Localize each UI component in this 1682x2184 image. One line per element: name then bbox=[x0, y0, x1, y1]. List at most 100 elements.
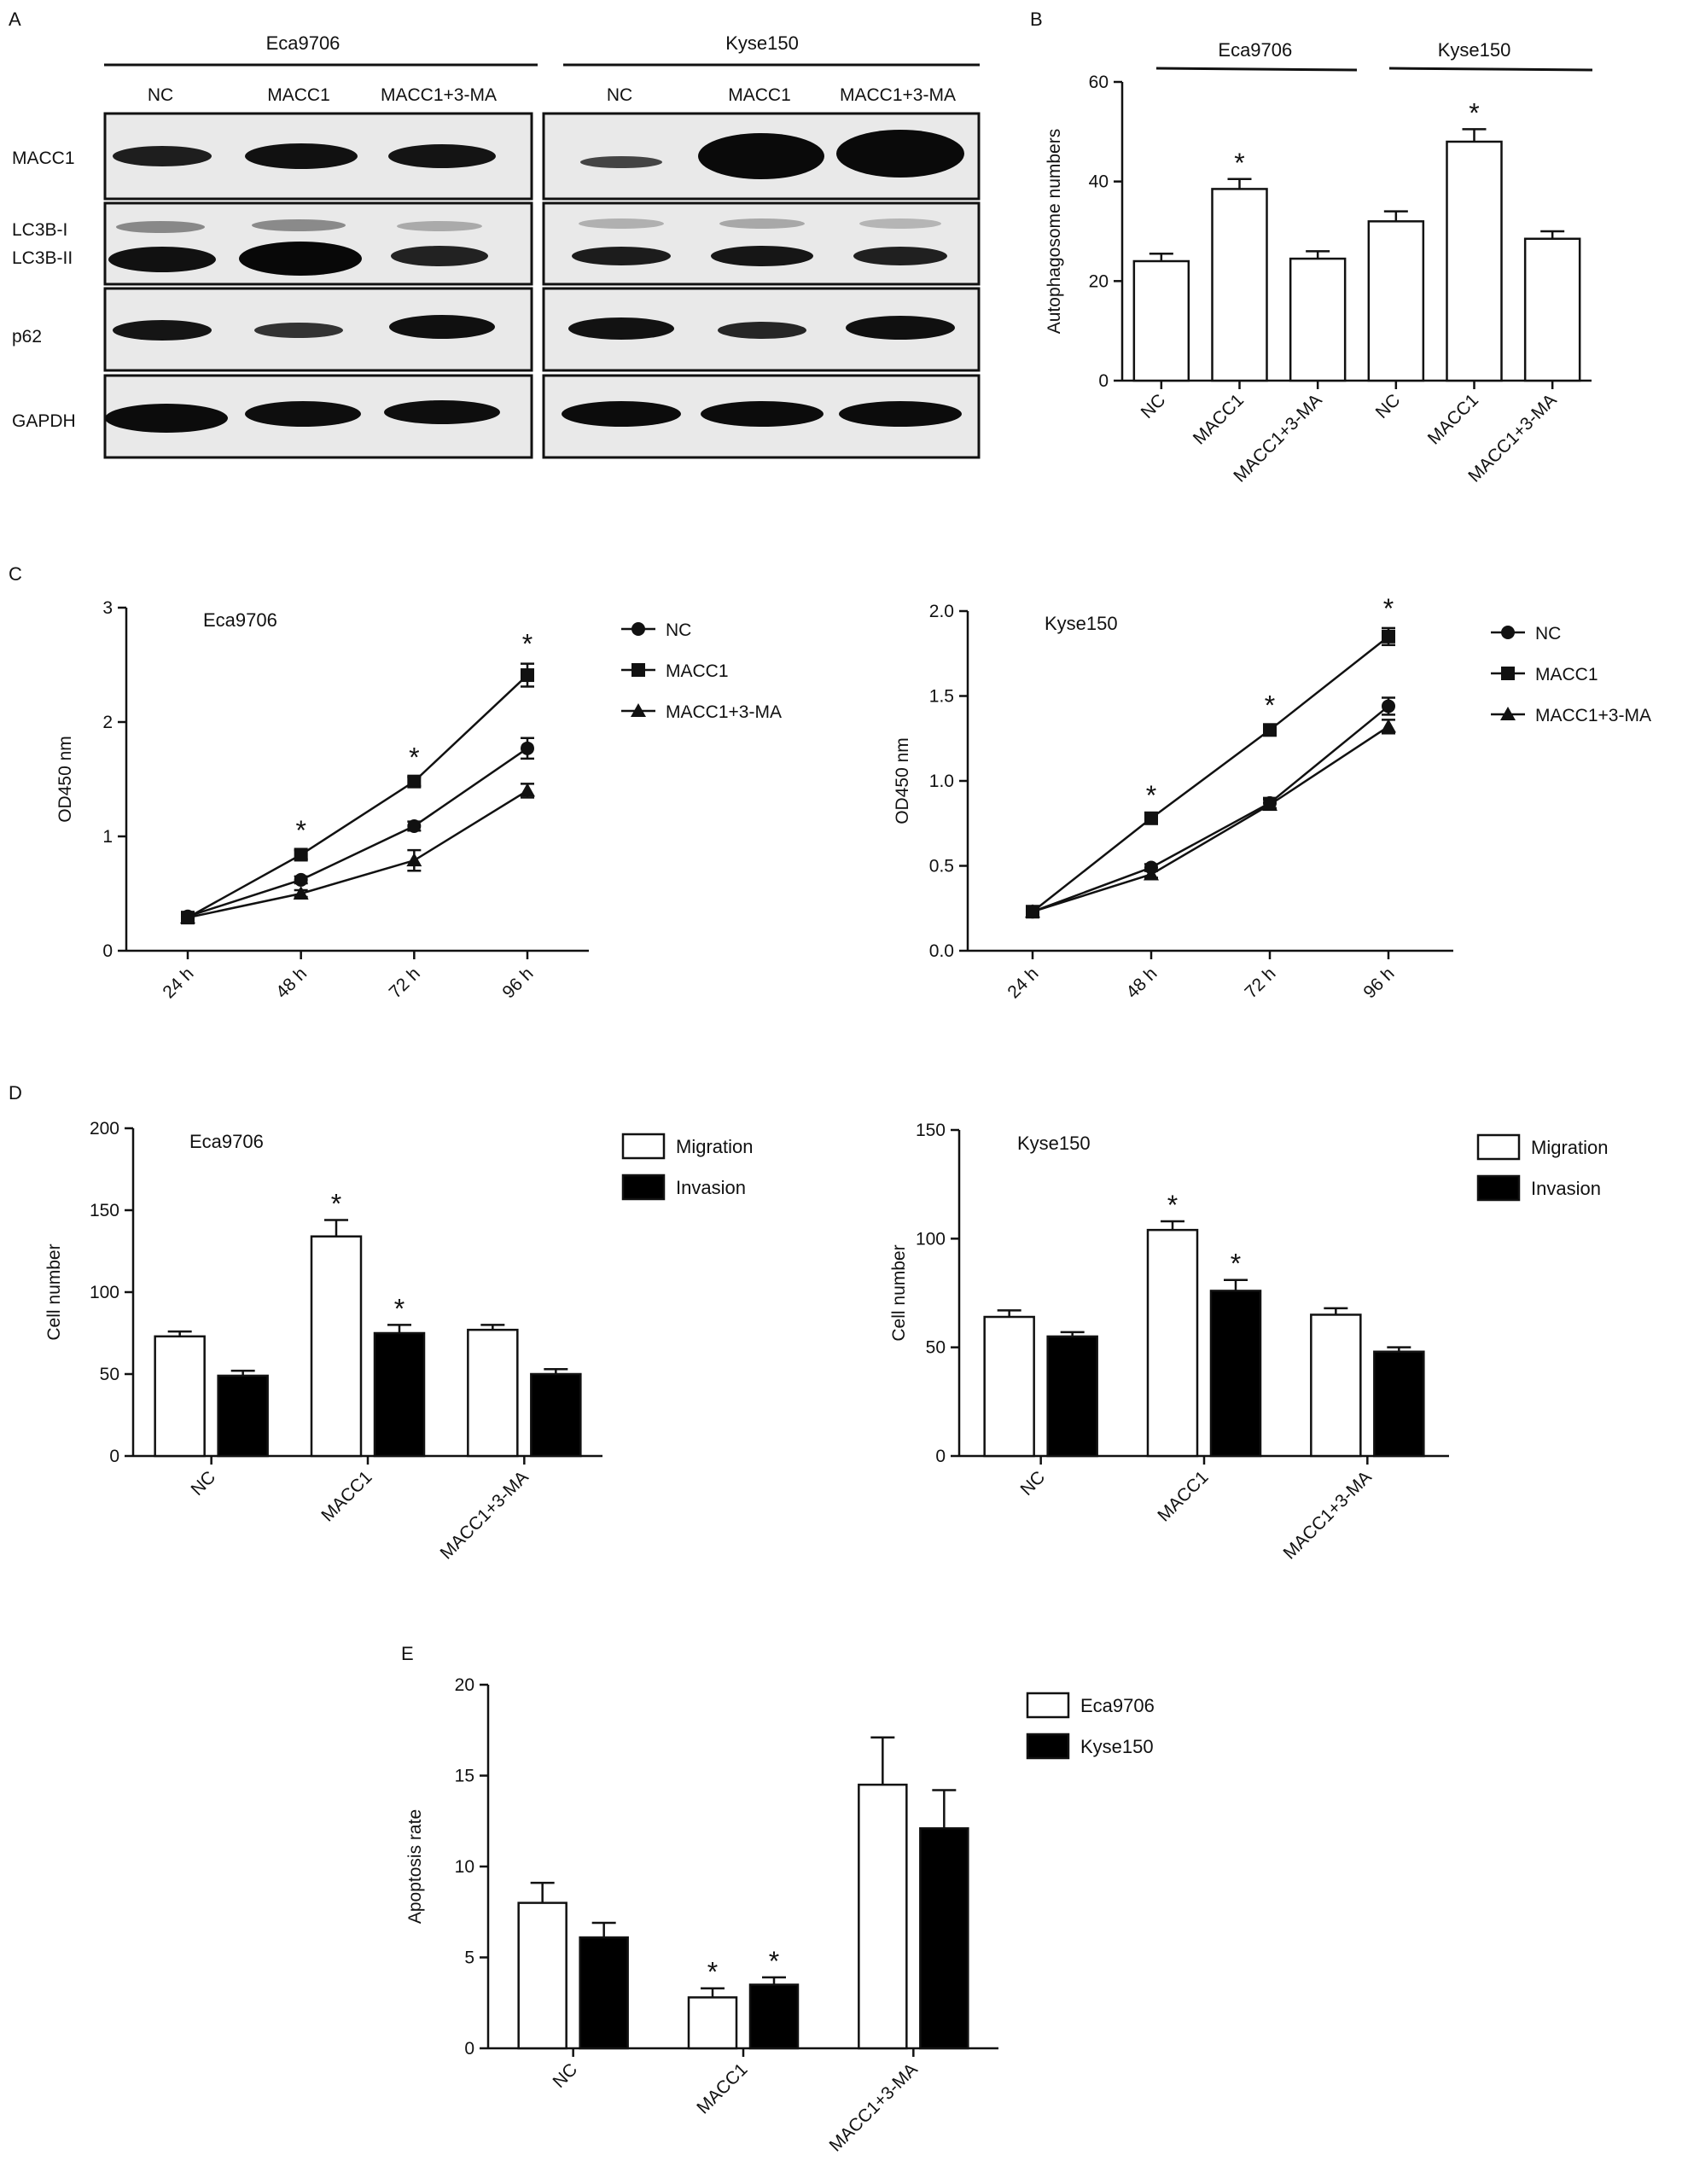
significance-star: * bbox=[1167, 1190, 1178, 1220]
x-tick-label: 24 h bbox=[159, 964, 197, 1002]
bar bbox=[530, 1372, 582, 1458]
y-axis-label: Autophagosome numbers bbox=[1045, 129, 1064, 335]
blot-row-label: p62 bbox=[12, 327, 42, 347]
bar bbox=[217, 1374, 269, 1458]
blot-band bbox=[572, 247, 671, 265]
blot-band bbox=[580, 156, 662, 168]
blot-band bbox=[245, 143, 358, 169]
blot-band bbox=[711, 246, 813, 266]
blot-cellline-label: Eca9706 bbox=[266, 32, 340, 54]
bar bbox=[1289, 257, 1347, 382]
data-point bbox=[1144, 866, 1159, 881]
series-line bbox=[187, 674, 528, 919]
x-tick-label: NC bbox=[187, 1467, 219, 1500]
data-point bbox=[1382, 699, 1395, 713]
data-point bbox=[293, 886, 309, 900]
data-point bbox=[1263, 723, 1277, 737]
chart-title: Eca9706 bbox=[189, 1131, 264, 1152]
chart-cell-number-eca9706: 0 50 100 150 200 Cell number NC MACC1 * * MACC1+3-… bbox=[44, 1119, 753, 1564]
data-point bbox=[294, 872, 308, 887]
bar bbox=[1446, 140, 1503, 382]
data-point bbox=[521, 741, 534, 755]
blot-band bbox=[698, 133, 824, 179]
series-line bbox=[187, 789, 528, 919]
y-tick-label: 20 bbox=[455, 1675, 474, 1695]
bar bbox=[373, 1331, 426, 1458]
legend-marker bbox=[1501, 626, 1515, 639]
y-tick-label: 50 bbox=[926, 1338, 946, 1358]
y-tick-label: 5 bbox=[464, 1948, 474, 1968]
bar bbox=[858, 1783, 908, 2050]
series-line bbox=[1032, 725, 1389, 913]
x-tick-label: MACC1+3-MA bbox=[1279, 1467, 1375, 1563]
blot-band bbox=[846, 316, 955, 340]
legend-label: MACC1 bbox=[666, 661, 729, 681]
bar bbox=[1146, 1228, 1199, 1458]
chart-cell-number-kyse150: 0 50 100 150 Cell number NC MACC1 * * MACC1+3-MA M… bbox=[889, 1121, 1608, 1564]
western-blot-panel: Eca9706 Kyse150 NC MACC1 MACC1+3-MA NC M… bbox=[12, 32, 981, 459]
significance-star: * bbox=[1231, 1249, 1241, 1279]
significance-star: * bbox=[1383, 593, 1394, 624]
y-tick-label: 0 bbox=[1098, 371, 1109, 391]
significance-star: * bbox=[295, 815, 306, 846]
bar bbox=[467, 1328, 519, 1458]
legend-label: NC bbox=[1535, 624, 1561, 644]
blot-band bbox=[718, 322, 806, 339]
legend-label: Migration bbox=[1531, 1137, 1608, 1158]
x-tick-label: MACC1 bbox=[1424, 390, 1482, 448]
significance-star: * bbox=[522, 629, 533, 660]
data-point bbox=[1262, 796, 1278, 811]
data-point bbox=[521, 668, 534, 683]
y-tick-label: 150 bbox=[90, 1201, 119, 1220]
y-tick-label: 15 bbox=[455, 1767, 474, 1786]
chart-title: Kyse150 bbox=[1045, 613, 1118, 634]
y-axis-label: Apoptosis rate bbox=[405, 1809, 425, 1924]
y-axis-label: OD450 nm bbox=[55, 736, 75, 823]
blot-band bbox=[254, 323, 343, 338]
blot-band bbox=[245, 401, 361, 427]
legend-label: Kyse150 bbox=[1080, 1736, 1154, 1757]
y-tick-label: 60 bbox=[1089, 73, 1109, 92]
legend-swatch bbox=[1026, 1733, 1070, 1760]
bar bbox=[1211, 188, 1268, 382]
legend-marker bbox=[631, 703, 646, 717]
y-tick-label: 0 bbox=[109, 1447, 119, 1466]
blot-band bbox=[836, 130, 964, 178]
y-tick-label: 1.5 bbox=[929, 687, 954, 707]
blot-band bbox=[388, 144, 496, 168]
blot-band bbox=[391, 246, 488, 266]
x-tick-label: 48 h bbox=[272, 964, 311, 1002]
y-tick-label: 3 bbox=[102, 598, 113, 618]
blot-band bbox=[568, 317, 674, 340]
blot-lane-label: MACC1 bbox=[267, 85, 330, 105]
x-tick-label: NC bbox=[1016, 1467, 1049, 1500]
y-tick-label: 100 bbox=[90, 1283, 119, 1302]
legend-marker bbox=[1501, 667, 1515, 680]
y-tick-label: 0 bbox=[102, 941, 113, 961]
blot-lane-label: NC bbox=[607, 85, 632, 105]
x-tick-label: NC bbox=[1372, 390, 1405, 422]
bar bbox=[1367, 220, 1425, 382]
blot-row-label: MACC1 bbox=[12, 149, 75, 168]
y-tick-label: 1.0 bbox=[929, 772, 954, 791]
blot-lane-label: MACC1 bbox=[728, 85, 791, 105]
chart-title: Eca9706 bbox=[203, 609, 277, 631]
blot-band bbox=[113, 320, 212, 341]
data-point bbox=[407, 818, 422, 833]
chart-autophagosome: 0 20 40 60 Autophagosome numbers NC MACC1 * MACC… bbox=[1045, 39, 1593, 486]
bar bbox=[687, 1996, 738, 2050]
y-tick-label: 50 bbox=[100, 1365, 119, 1384]
bar bbox=[983, 1315, 1035, 1458]
blot-band bbox=[579, 218, 664, 229]
bar bbox=[1132, 259, 1190, 382]
data-point bbox=[406, 853, 422, 867]
bar bbox=[1373, 1350, 1425, 1458]
bar bbox=[310, 1235, 363, 1458]
blot-band bbox=[105, 404, 228, 433]
y-tick-label: 0 bbox=[464, 2039, 474, 2059]
significance-star: * bbox=[331, 1189, 341, 1220]
legend-label: Invasion bbox=[676, 1177, 746, 1198]
blot-band bbox=[853, 247, 947, 265]
legend-label: Migration bbox=[676, 1136, 753, 1157]
legend-swatch bbox=[1026, 1692, 1070, 1719]
